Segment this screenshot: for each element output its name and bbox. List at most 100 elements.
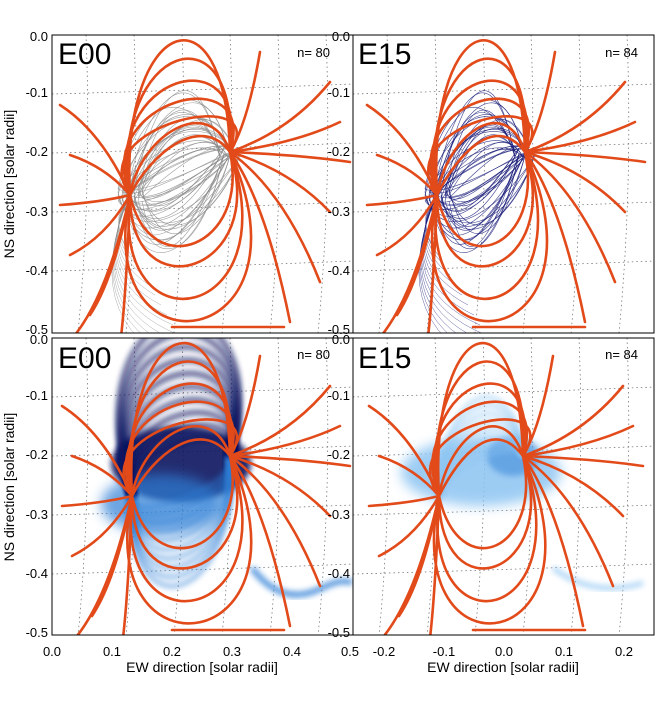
x-tick-label: 0.4 <box>283 644 301 659</box>
grid-line <box>317 338 329 635</box>
y-tick-label: -0.1 <box>328 388 350 403</box>
field-line <box>381 193 439 333</box>
field-line <box>60 494 134 508</box>
field-line <box>521 454 585 628</box>
y-tick-label: -0.3 <box>26 204 48 219</box>
x-tick-label: 0.2 <box>163 644 181 659</box>
field-line <box>523 50 557 154</box>
field-line <box>427 193 439 333</box>
grid-line <box>353 563 654 575</box>
field-line <box>521 454 615 588</box>
y-tick-label: -0.3 <box>328 507 350 522</box>
field-line <box>127 150 244 301</box>
field-line <box>130 454 234 550</box>
y-tick-label: -0.1 <box>26 388 48 403</box>
grid-line <box>52 563 353 575</box>
field-line <box>228 454 292 628</box>
x-tick-label: 0.0 <box>43 644 61 659</box>
field-line <box>68 153 132 197</box>
panel-bottom-right: E15 n= 84 0.0 -0.1 -0.2 -0.3 -0.4 -0.5 -… <box>328 332 655 659</box>
emission-loop <box>437 395 525 497</box>
thin-loop <box>137 153 241 227</box>
grid-line <box>52 386 353 398</box>
thin-loop <box>448 147 528 234</box>
field-line <box>120 115 239 197</box>
field-line <box>228 150 292 324</box>
grid-line <box>353 142 654 154</box>
field-line <box>122 418 239 498</box>
field-line <box>60 404 134 498</box>
grid-line <box>269 35 281 333</box>
x-tick-label: 0.5 <box>341 644 359 659</box>
field-lines <box>58 39 352 333</box>
y-tick-labels: 0.0 -0.1 -0.2 -0.3 -0.4 -0.5 <box>328 332 350 640</box>
y-tick-labels: 0.0 -0.1 -0.2 -0.3 -0.4 -0.5 <box>26 29 48 337</box>
grid-line <box>221 35 233 333</box>
field-line <box>120 193 132 333</box>
grid-line <box>52 260 353 272</box>
thin-loop <box>440 149 524 202</box>
field-line <box>128 39 232 197</box>
panel-count: n= 84 <box>605 45 638 60</box>
field-line <box>521 454 645 468</box>
panel-label: E15 <box>358 342 411 375</box>
y-tick-labels: 0.0 -0.1 -0.2 -0.3 -0.4 -0.5 <box>26 332 48 640</box>
grid-line <box>353 504 654 516</box>
field-line <box>375 153 439 197</box>
field-lines <box>365 39 647 333</box>
field-line <box>367 404 441 498</box>
thin-loop <box>432 92 516 199</box>
field-line <box>436 454 538 603</box>
panel-frame <box>352 34 655 334</box>
x-tick-labels: -0.2 -0.1 0.0 0.1 0.2 <box>373 644 633 659</box>
thin-loop <box>125 147 233 236</box>
grid-line <box>353 260 654 272</box>
x-axis-title: EW direction [solar radii] <box>427 659 579 675</box>
grid-line <box>52 83 353 95</box>
grid-line <box>269 338 281 635</box>
field-line <box>228 80 332 154</box>
thin-loop <box>448 141 524 196</box>
grid-line <box>52 201 353 213</box>
thin-loop <box>133 147 225 219</box>
x-tick-labels: 0.0 0.1 0.2 0.3 0.4 0.5 <box>43 644 359 659</box>
panel-top-right: E15 n= 84 0.0 -0.1 -0.2 -0.3 -0.4 -0.5 <box>328 29 655 337</box>
y-tick-label: -0.4 <box>26 263 48 278</box>
field-line <box>377 454 441 498</box>
grid-line <box>77 338 89 635</box>
thin-loop <box>125 92 221 199</box>
field-line <box>128 150 239 268</box>
grid-line <box>52 445 353 457</box>
emission-streak <box>249 566 353 598</box>
field-line <box>70 494 134 558</box>
field-line <box>228 50 262 154</box>
field-line <box>58 193 132 207</box>
grid-line <box>52 142 353 154</box>
field-line <box>437 454 528 550</box>
field-line <box>383 494 441 635</box>
y-tick-label: 0.0 <box>30 29 48 44</box>
y-tick-label: -0.1 <box>328 85 350 100</box>
x-tick-label: 0.3 <box>223 644 241 659</box>
y-tick-labels: 0.0 -0.1 -0.2 -0.3 -0.4 -0.5 <box>328 29 350 337</box>
panel-frame <box>51 34 354 334</box>
thin-loop <box>418 194 442 333</box>
field-line <box>436 341 525 498</box>
field-line <box>434 39 527 197</box>
y-tick-label: -0.2 <box>26 144 48 159</box>
grid-line <box>378 35 390 333</box>
field-line <box>228 150 332 214</box>
panel-count: n= 84 <box>605 347 638 362</box>
field-line <box>521 354 555 458</box>
field-line <box>228 354 262 458</box>
grid-line <box>378 338 390 635</box>
field-line <box>128 134 232 197</box>
field-line <box>435 150 534 268</box>
field-line <box>70 454 134 498</box>
x-tick-label: -0.2 <box>373 644 395 659</box>
grid-line <box>618 338 630 635</box>
field-line <box>437 438 525 498</box>
x-tick-label: 0.1 <box>555 644 573 659</box>
field-line <box>521 384 625 458</box>
field-line <box>74 193 132 333</box>
